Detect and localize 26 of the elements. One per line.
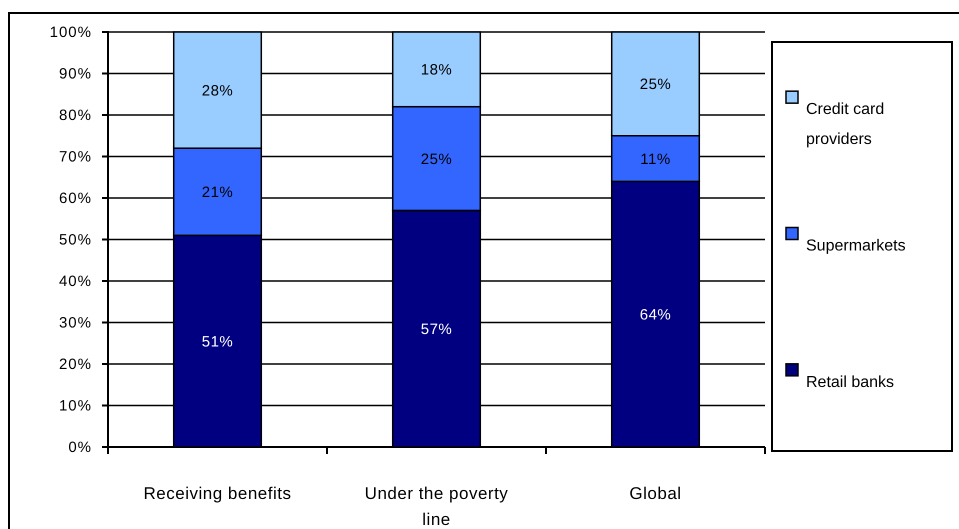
legend-label: Credit card providers (806, 101, 884, 148)
y-tick-label: 20% (58, 356, 92, 373)
y-tick-label: 40% (58, 272, 92, 290)
data-label: 57% (420, 320, 452, 338)
data-label: 21% (202, 184, 234, 202)
y-tick-label: 70% (58, 148, 92, 166)
x-tick-label: Receiving benefits (144, 484, 292, 503)
y-tick-label: 50% (58, 231, 92, 248)
data-label: 51% (202, 333, 234, 350)
data-label: 25% (640, 76, 672, 94)
y-tick-label: 90% (58, 65, 92, 82)
data-label: 11% (640, 150, 671, 168)
y-tick-label: 10% (58, 397, 92, 414)
data-label: 18% (420, 62, 452, 79)
y-tick-label: 60% (58, 190, 92, 207)
data-label: 64% (640, 306, 672, 324)
data-label: 28% (202, 82, 234, 100)
y-tick-label: 80% (58, 106, 92, 124)
data-label: 25% (420, 150, 452, 168)
x-tick-label: Global (629, 484, 682, 503)
x-tick-label: Under the poverty line (364, 484, 508, 529)
y-tick-label: 30% (58, 314, 92, 332)
legend-label: Retail banks (806, 374, 894, 391)
y-tick-label: 100% (50, 24, 92, 41)
legend-label: Supermarkets (806, 238, 906, 254)
y-tick-label: 0% (68, 438, 92, 456)
